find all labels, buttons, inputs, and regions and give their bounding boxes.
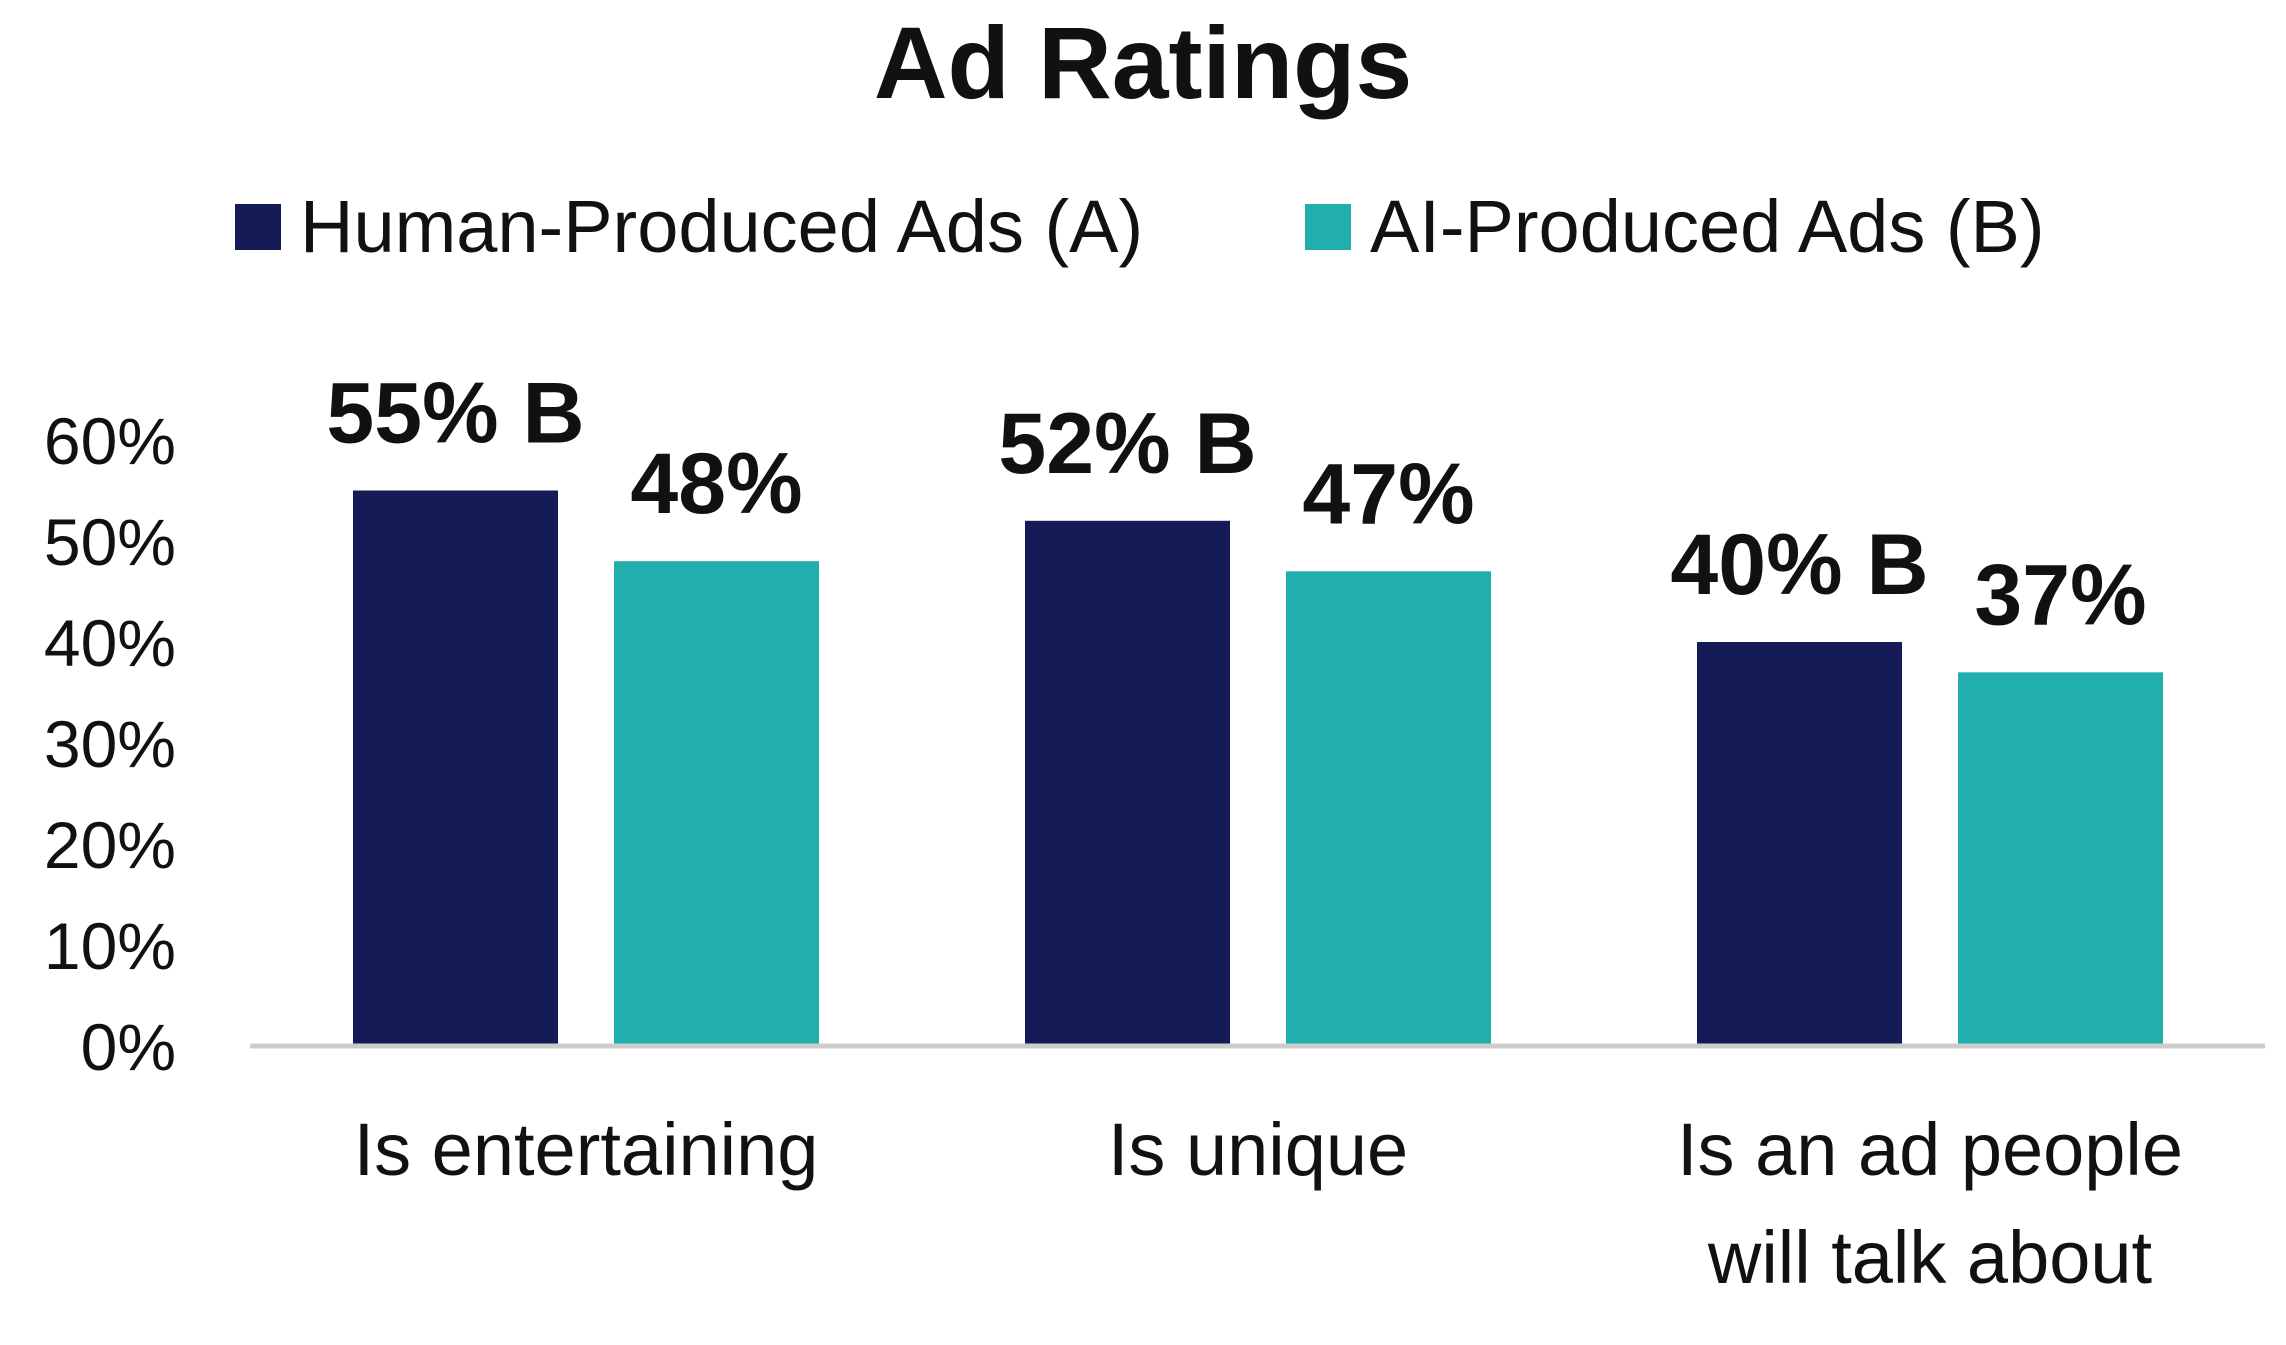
y-tick-label: 40% — [44, 606, 176, 680]
legend-swatch-2 — [1305, 204, 1351, 250]
category-label: Is entertaining — [354, 1108, 819, 1191]
category-label: Is an ad people — [1677, 1108, 2183, 1191]
x-axis: Is entertaining Is unique Is an ad people w… — [250, 1043, 2265, 1299]
bar-human-3 — [1697, 642, 1902, 1046]
legend-swatch-1 — [235, 204, 281, 250]
data-label: 37% — [1974, 547, 2146, 643]
category-label: Is unique — [1108, 1108, 1408, 1191]
y-tick-label: 30% — [44, 707, 176, 781]
bar-human-2 — [1025, 520, 1230, 1046]
bar-ai-3 — [1958, 672, 2163, 1046]
y-axis: 0% 10% 20% 30% 40% 50% 60% — [44, 404, 176, 1084]
bars: 55% B 48% 52% B 47% 40% B 37% — [326, 366, 2163, 1046]
chart-title: Ad Ratings — [874, 6, 1412, 120]
legend: Human-Produced Ads (A) AI-Produced Ads (B… — [235, 185, 2045, 268]
data-label: 48% — [630, 436, 802, 532]
y-tick-label: 0% — [81, 1010, 176, 1084]
bar-ai-2 — [1286, 571, 1491, 1046]
y-tick-label: 20% — [44, 808, 176, 882]
data-label: 47% — [1302, 446, 1474, 542]
legend-label-1: Human-Produced Ads (A) — [300, 185, 1143, 268]
y-tick-label: 60% — [44, 404, 176, 478]
bar-ai-1 — [614, 561, 819, 1046]
data-label: 40% B — [1670, 517, 1928, 613]
y-tick-label: 10% — [44, 909, 176, 983]
data-label: 52% B — [998, 396, 1256, 492]
y-tick-label: 50% — [44, 505, 176, 579]
bar-human-1 — [353, 490, 558, 1046]
legend-label-2: AI-Produced Ads (B) — [1370, 185, 2045, 268]
data-label: 55% B — [326, 366, 584, 462]
category-label: will talk about — [1707, 1216, 2153, 1299]
